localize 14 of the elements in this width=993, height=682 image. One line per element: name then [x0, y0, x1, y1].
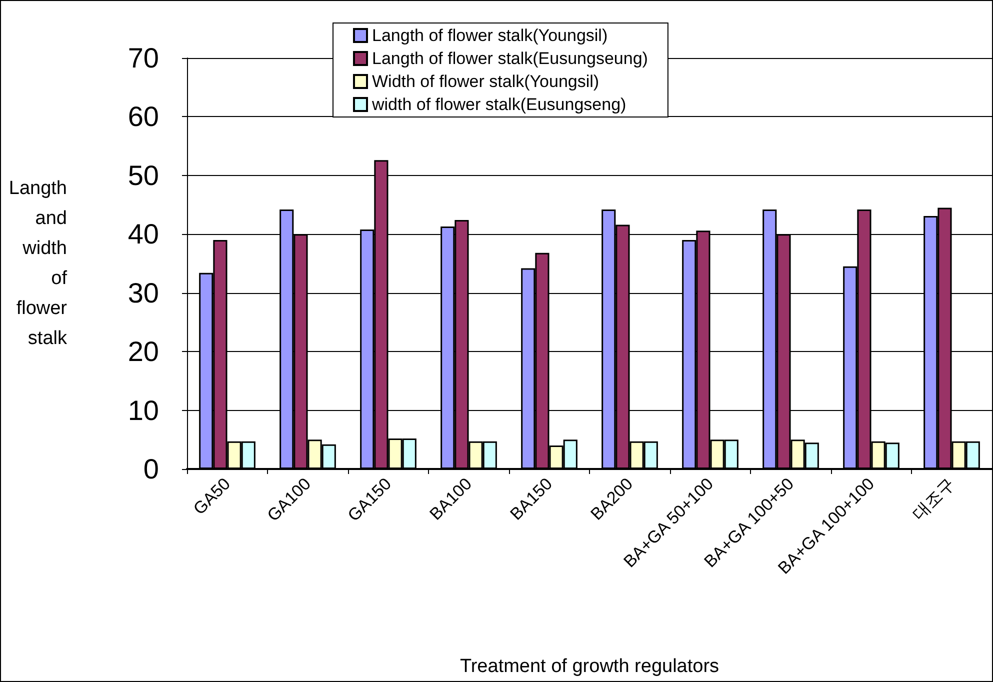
- y-tick-label: 20: [128, 336, 159, 368]
- y-tick-label: 60: [128, 101, 159, 132]
- legend-label: width of flower stalk(Eusungseng): [371, 95, 626, 114]
- legend-label: Width of flower stalk(Youngsil): [372, 72, 600, 91]
- y-axis-title: Langth and width of flower stalk: [8, 178, 68, 349]
- x-axis-title: Treatment of growth regulators: [460, 656, 720, 677]
- legend-label: Langth of flower stalk(Youngsil): [372, 26, 608, 45]
- y-tick-label: 30: [128, 277, 159, 308]
- y-tick-label: 40: [128, 218, 159, 250]
- y-tick-label: 50: [128, 160, 159, 191]
- y-tick-label: 0: [143, 454, 159, 484]
- y-tick-label: 10: [128, 394, 159, 426]
- y-tick-label: 70: [128, 42, 159, 74]
- legend-label: Langth of flower stalk(Eusungseung): [372, 49, 648, 68]
